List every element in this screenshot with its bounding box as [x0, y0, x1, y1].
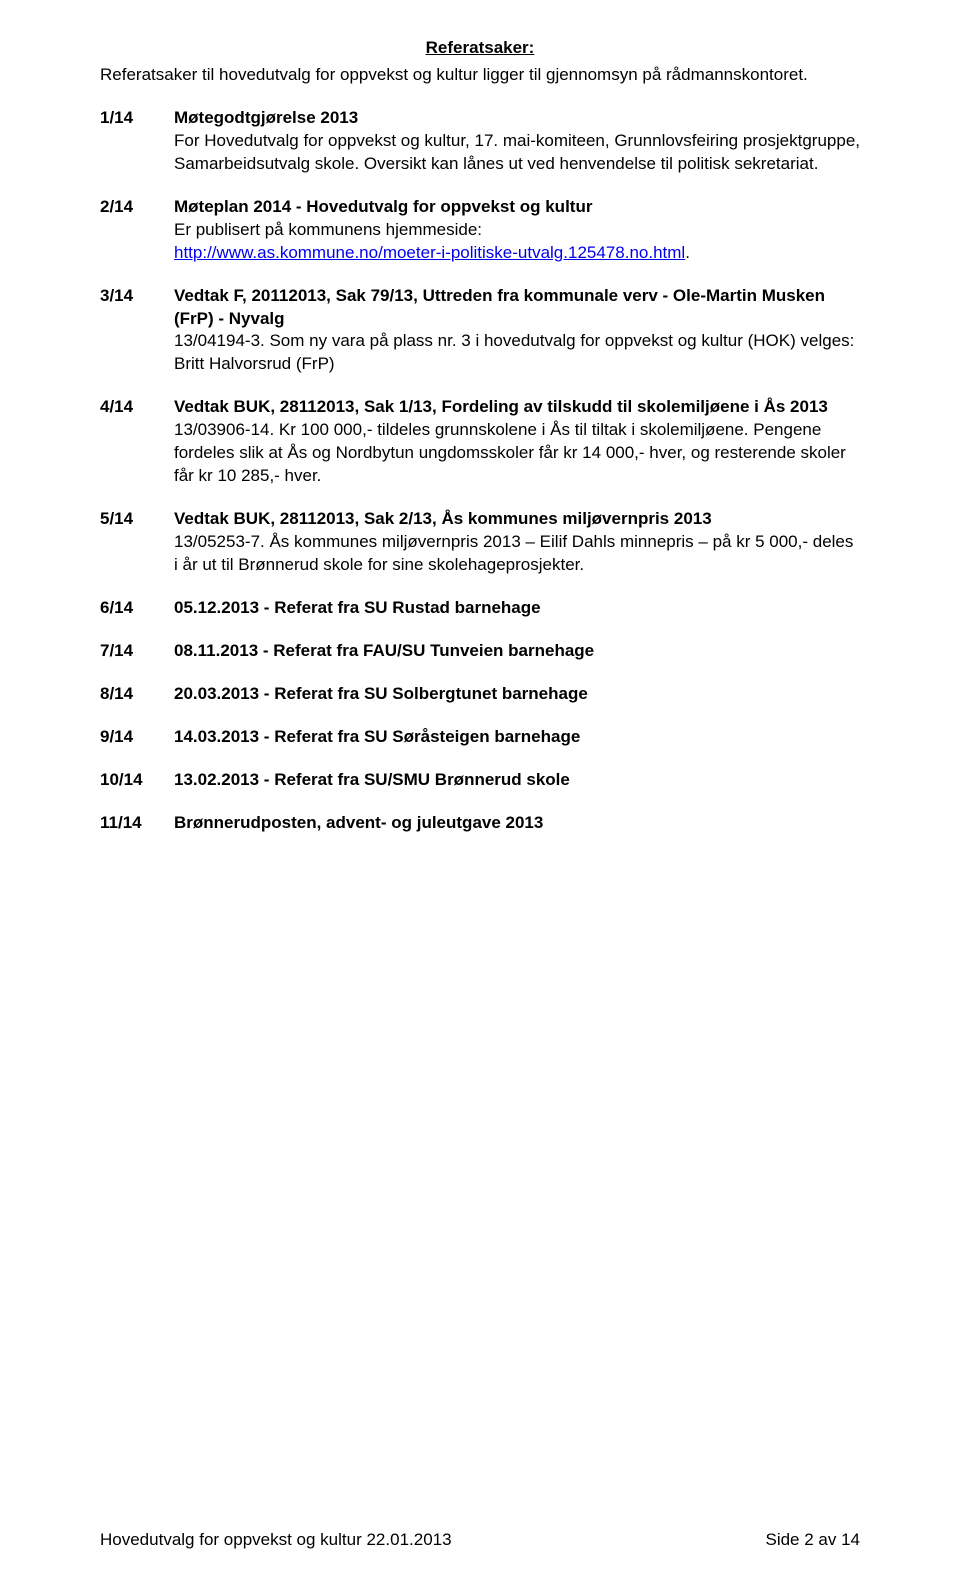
item-number: 4/14: [100, 396, 174, 488]
intro-paragraph: Referatsaker til hovedutvalg for oppveks…: [100, 64, 860, 87]
item-title: 08.11.2013 - Referat fra FAU/SU Tunveien…: [174, 641, 594, 660]
item-body: Møtegodtgjørelse 2013 For Hovedutvalg fo…: [174, 107, 860, 176]
item-body: Vedtak F, 20112013, Sak 79/13, Uttreden …: [174, 285, 860, 377]
item-link[interactable]: http://www.as.kommune.no/moeter-i-politi…: [174, 243, 685, 262]
item-number: 3/14: [100, 285, 174, 377]
item-text: 13/03906-14. Kr 100 000,- tildeles grunn…: [174, 420, 846, 485]
item-body: 05.12.2013 - Referat fra SU Rustad barne…: [174, 597, 860, 620]
item-title: Møteplan 2014 - Hovedutvalg for oppvekst…: [174, 197, 592, 216]
item-body: 20.03.2013 - Referat fra SU Solbergtunet…: [174, 683, 860, 706]
referat-item: 10/14 13.02.2013 - Referat fra SU/SMU Br…: [100, 769, 860, 792]
item-number: 2/14: [100, 196, 174, 265]
item-body: Vedtak BUK, 28112013, Sak 1/13, Fordelin…: [174, 396, 860, 488]
footer-left: Hovedutvalg for oppvekst og kultur 22.01…: [100, 1530, 452, 1550]
referat-item: 9/14 14.03.2013 - Referat fra SU Søråste…: [100, 726, 860, 749]
referat-item: 4/14 Vedtak BUK, 28112013, Sak 1/13, For…: [100, 396, 860, 488]
referat-item: 2/14 Møteplan 2014 - Hovedutvalg for opp…: [100, 196, 860, 265]
item-number: 9/14: [100, 726, 174, 749]
item-title: Vedtak BUK, 28112013, Sak 1/13, Fordelin…: [174, 397, 828, 416]
item-body: Vedtak BUK, 28112013, Sak 2/13, Ås kommu…: [174, 508, 860, 577]
item-text: 13/05253-7. Ås kommunes miljøvernpris 20…: [174, 532, 853, 574]
referat-item: 1/14 Møtegodtgjørelse 2013 For Hovedutva…: [100, 107, 860, 176]
item-number: 1/14: [100, 107, 174, 176]
item-text: For Hovedutvalg for oppvekst og kultur, …: [174, 131, 860, 173]
item-number: 6/14: [100, 597, 174, 620]
referat-item: 3/14 Vedtak F, 20112013, Sak 79/13, Uttr…: [100, 285, 860, 377]
item-body: 08.11.2013 - Referat fra FAU/SU Tunveien…: [174, 640, 860, 663]
item-text-suffix: .: [685, 243, 690, 262]
referat-item: 11/14 Brønnerudposten, advent- og juleut…: [100, 812, 860, 835]
item-body: 14.03.2013 - Referat fra SU Søråsteigen …: [174, 726, 860, 749]
item-body: Møteplan 2014 - Hovedutvalg for oppvekst…: [174, 196, 860, 265]
item-title: Vedtak F, 20112013, Sak 79/13, Uttreden …: [174, 286, 825, 328]
referat-item: 7/14 08.11.2013 - Referat fra FAU/SU Tun…: [100, 640, 860, 663]
page-footer: Hovedutvalg for oppvekst og kultur 22.01…: [100, 1530, 860, 1550]
item-title: 13.02.2013 - Referat fra SU/SMU Brønneru…: [174, 770, 570, 789]
item-number: 11/14: [100, 812, 174, 835]
item-text: 13/04194-3. Som ny vara på plass nr. 3 i…: [174, 331, 854, 373]
footer-right: Side 2 av 14: [765, 1530, 860, 1550]
referat-item: 6/14 05.12.2013 - Referat fra SU Rustad …: [100, 597, 860, 620]
item-title: 05.12.2013 - Referat fra SU Rustad barne…: [174, 598, 541, 617]
referat-item: 8/14 20.03.2013 - Referat fra SU Solberg…: [100, 683, 860, 706]
item-number: 10/14: [100, 769, 174, 792]
item-number: 8/14: [100, 683, 174, 706]
document-page: Referatsaker: Referatsaker til hovedutva…: [0, 0, 960, 1582]
item-body: 13.02.2013 - Referat fra SU/SMU Brønneru…: [174, 769, 860, 792]
item-title: Møtegodtgjørelse 2013: [174, 108, 358, 127]
item-title: Brønnerudposten, advent- og juleutgave 2…: [174, 813, 543, 832]
referat-item: 5/14 Vedtak BUK, 28112013, Sak 2/13, Ås …: [100, 508, 860, 577]
item-text-prefix: Er publisert på kommunens hjemmeside:: [174, 220, 482, 239]
item-number: 7/14: [100, 640, 174, 663]
item-number: 5/14: [100, 508, 174, 577]
item-title: 20.03.2013 - Referat fra SU Solbergtunet…: [174, 684, 588, 703]
item-title: Vedtak BUK, 28112013, Sak 2/13, Ås kommu…: [174, 509, 712, 528]
item-title: 14.03.2013 - Referat fra SU Søråsteigen …: [174, 727, 580, 746]
section-heading: Referatsaker:: [100, 38, 860, 58]
item-body: Brønnerudposten, advent- og juleutgave 2…: [174, 812, 860, 835]
